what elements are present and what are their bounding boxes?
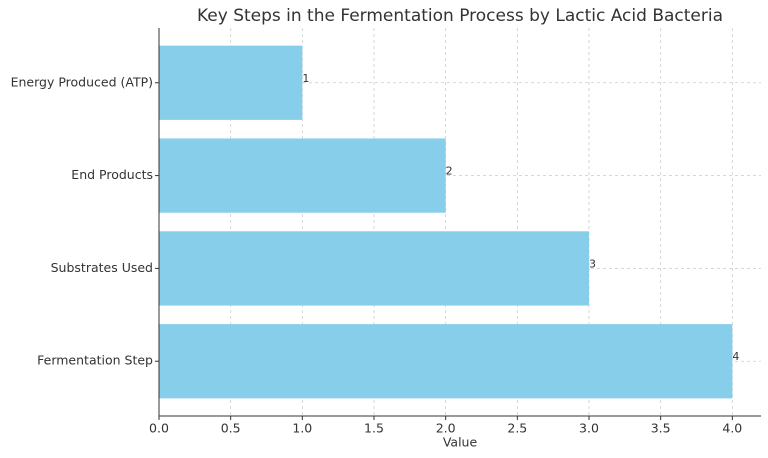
x-tick-label: 1.5 [364,421,384,436]
x-tick-label: 2.5 [507,421,527,436]
bar [159,45,303,120]
data-label: 2 [446,165,453,178]
y-tick-label: Energy Produced (ATP) [11,74,153,89]
x-axis-label: Value [443,435,478,450]
bar [159,138,446,213]
x-tick-label: 3.5 [651,421,671,436]
bar [159,231,589,306]
chart-title: Key Steps in the Fermentation Process by… [197,6,723,26]
y-tick-label: Substrates Used [51,260,153,275]
bar [159,324,733,399]
x-tick-label: 2.0 [436,421,456,436]
x-tick-label: 1.0 [292,421,312,436]
data-label: 3 [589,257,596,270]
x-tick-label: 0.0 [149,421,169,436]
x-tick-label: 4.0 [722,421,742,436]
x-tick-label: 3.0 [579,421,599,436]
y-tick-label: Fermentation Step [37,353,153,368]
data-label: 1 [302,72,309,85]
x-tick-label: 0.5 [221,421,241,436]
y-tick-label: End Products [71,167,153,182]
data-label: 4 [732,350,739,363]
